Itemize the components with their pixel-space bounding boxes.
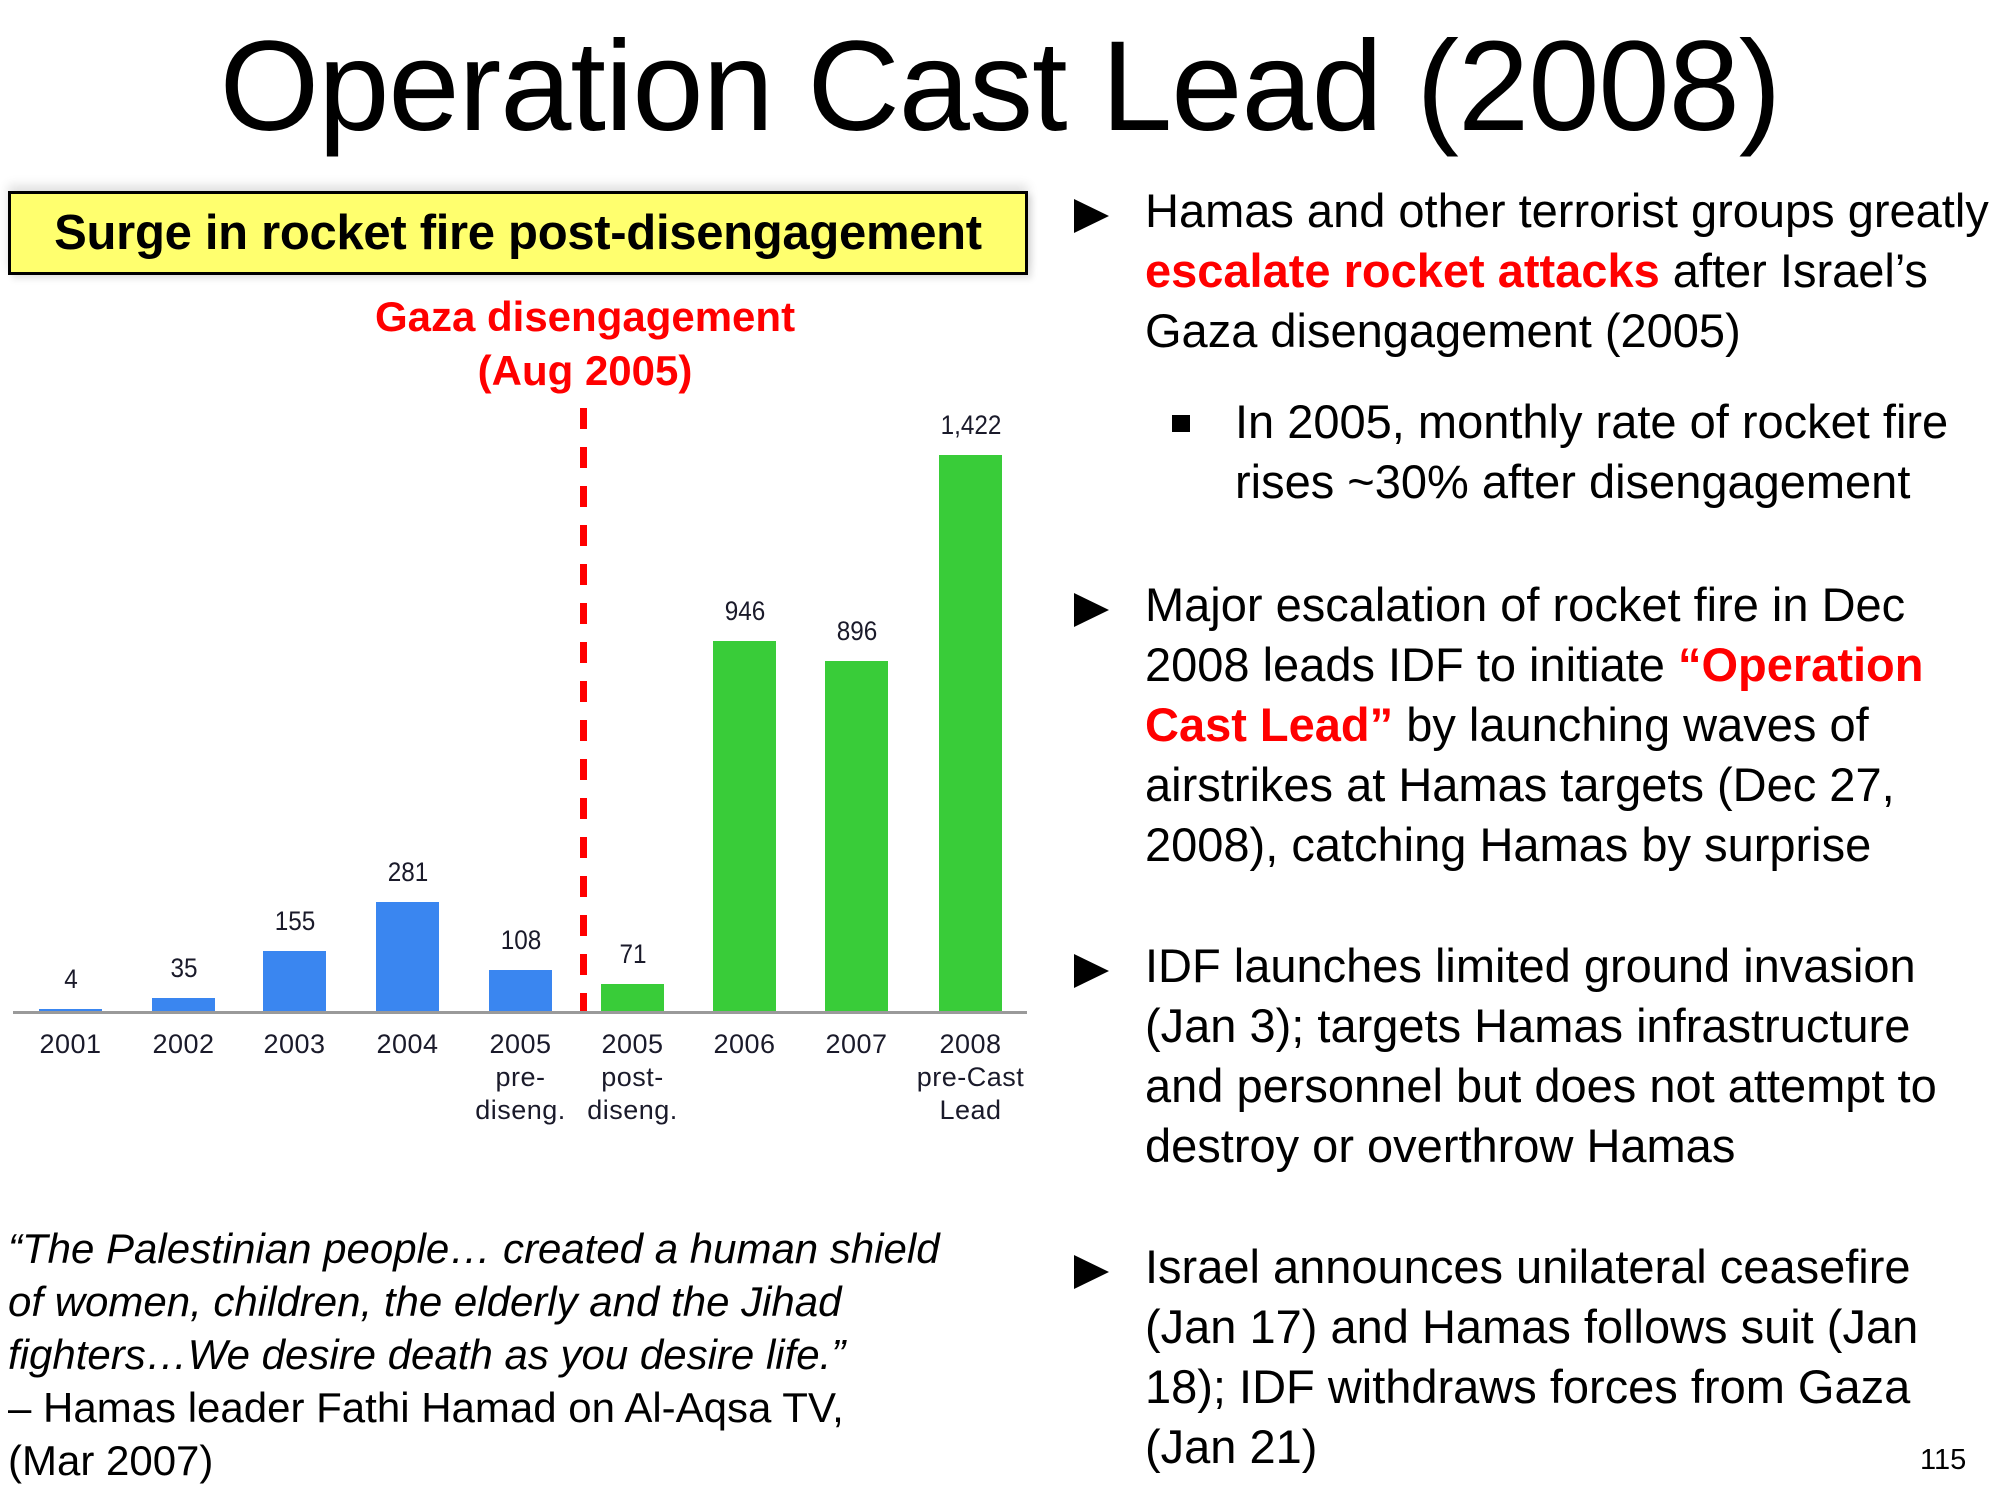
category-label-line: 2002 xyxy=(152,1029,215,1059)
x-axis-category-label: 2002 xyxy=(119,1028,249,1061)
category-label-line: 2008 xyxy=(939,1029,1002,1059)
x-axis-category-label: 2005 pre-diseng. xyxy=(456,1028,586,1127)
bar-6 xyxy=(713,641,776,1012)
headline-text: Surge in rocket fire post-disengagement xyxy=(54,206,982,260)
page-number: 115 xyxy=(1920,1444,1967,1476)
bullet-2-part-1: Major escalation of rocket fire in Dec 2… xyxy=(1145,578,1906,691)
bar-value-label: 155 xyxy=(274,906,315,937)
bullet-1-part-3: after Israel’s Gaza disengagement (2005) xyxy=(1145,244,1928,357)
x-axis-category-label: 2008 pre-Cast Lead xyxy=(906,1028,1036,1127)
bar-7 xyxy=(825,661,888,1012)
triangle-bullet-icon xyxy=(1074,1255,1109,1289)
bar-value-label: 896 xyxy=(836,616,877,647)
x-axis-category-label: 2001 xyxy=(6,1028,136,1061)
category-label-line: 2005 xyxy=(601,1029,664,1059)
headline-box: Surge in rocket fire post-disengagement xyxy=(8,191,1028,275)
bullet-3-text: IDF launches limited ground invasion (Ja… xyxy=(1145,939,1937,1172)
bar-4 xyxy=(489,969,552,1012)
annotation-line-2: (Aug 2005) xyxy=(477,347,693,394)
x-axis-category-label: 2007 xyxy=(792,1028,922,1061)
category-label-line: diseng. xyxy=(587,1095,678,1125)
bar-value-label: 1,422 xyxy=(940,410,1001,440)
bar-value-label: 108 xyxy=(500,924,541,955)
x-axis-line xyxy=(13,1011,1027,1014)
triangle-bullet-icon xyxy=(1074,199,1109,233)
bar-3 xyxy=(376,901,439,1012)
bar-0 xyxy=(39,1009,102,1012)
category-label-line: pre-Cast xyxy=(916,1062,1025,1092)
quote-line-1: “The Palestinian people… created a human… xyxy=(8,1225,940,1272)
bullet-1-part-1: Hamas and other terrorist groups greatly xyxy=(1145,184,1989,237)
category-label-line: diseng. xyxy=(475,1095,566,1125)
bullet-2-part-3: by launching waves of airstrikes at Hama… xyxy=(1145,698,1895,871)
x-axis-category-label: 2003 xyxy=(230,1028,360,1061)
bullet-4-text: Israel announces unilateral ceasefire (J… xyxy=(1145,1240,1919,1473)
x-axis-category-label: 2005 post-diseng. xyxy=(568,1028,698,1127)
category-label-line: 2001 xyxy=(39,1029,102,1059)
quote-block: “The Palestinian people… created a human… xyxy=(8,1222,1058,1487)
disengagement-dashed-line xyxy=(580,408,587,1013)
quote-line-2: of women, children, the elderly and the … xyxy=(8,1278,842,1325)
category-label-line: post- xyxy=(601,1062,664,1092)
sub-bullet-1-text: In 2005, monthly rate of rocket fire ris… xyxy=(1235,395,1949,508)
category-label-line: 2006 xyxy=(713,1029,776,1059)
quote-line-3: fighters…We desire death as you desire l… xyxy=(8,1331,846,1378)
category-label-line: 2004 xyxy=(376,1029,439,1059)
bar-2 xyxy=(263,951,326,1012)
category-label-line: pre- xyxy=(495,1062,546,1092)
triangle-bullet-icon xyxy=(1074,954,1109,988)
triangle-bullet-icon xyxy=(1074,593,1109,627)
category-label-line: 2007 xyxy=(825,1029,888,1059)
category-label-line: Lead xyxy=(939,1095,1002,1125)
quote-attribution-1: – Hamas leader Fathi Hamad on Al-Aqsa TV… xyxy=(8,1384,844,1431)
bullet-2-highlight: “Operation Cast Lead” xyxy=(1145,638,1924,751)
bar-1 xyxy=(152,998,215,1012)
x-axis-category-label: 2004 xyxy=(343,1028,473,1061)
disengagement-annotation: Gaza disengagement (Aug 2005) xyxy=(335,290,835,398)
bar-value-label: 281 xyxy=(387,856,428,887)
bullet-1-text: Hamas and other terrorist groups greatly… xyxy=(1145,181,1995,361)
square-bullet-icon xyxy=(1172,415,1190,432)
category-label-line: 2003 xyxy=(263,1029,326,1059)
quote-attribution-2: (Mar 2007) xyxy=(8,1437,214,1484)
bar-5 xyxy=(601,984,664,1012)
rocket-fire-bar-chart: 4 2001 35 2002 155 2003 281 2004 108 2005 pre-dise… xyxy=(0,380,1060,1140)
bar-value-label: 946 xyxy=(724,596,765,627)
annotation-line-1: Gaza disengagement xyxy=(374,293,796,340)
bar-value-label: 35 xyxy=(169,953,198,984)
category-label-line: 2005 xyxy=(489,1029,552,1059)
bullet-1-highlight: escalate rocket attacks xyxy=(1145,244,1660,297)
x-axis-category-label: 2006 xyxy=(680,1028,810,1061)
bar-value-label: 71 xyxy=(618,939,647,970)
bar-value-label: 4 xyxy=(63,964,78,994)
bullet-2-text: Major escalation of rocket fire in Dec 2… xyxy=(1145,575,1995,875)
bar-8 xyxy=(939,455,1002,1012)
slide-title: Operation Cast Lead (2008) xyxy=(219,15,1782,158)
